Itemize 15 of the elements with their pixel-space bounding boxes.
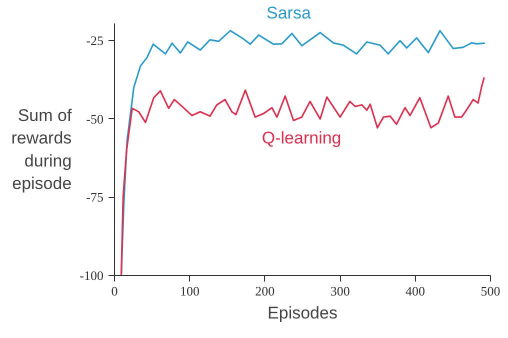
series-label: Sarsa [266, 4, 312, 22]
y-tick-label: -100 [80, 268, 104, 283]
x-tick-label: 200 [255, 284, 275, 298]
series-label: Q-learning [262, 128, 342, 148]
x-tick-label: 100 [180, 284, 200, 298]
x-tick-label: 400 [406, 284, 426, 298]
y-axis-title: Sum of rewards during episode [11, 106, 72, 194]
x-tick-label: 500 [480, 284, 500, 298]
x-axis-title: Episodes [268, 304, 338, 322]
x-tick-label: 300 [330, 284, 350, 298]
y-tick-label: -25 [86, 33, 104, 48]
y-tick-label: -75 [86, 190, 104, 205]
line-series [120, 76, 485, 276]
x-tick-label: 0 [111, 284, 118, 298]
y-tick-label: -50 [86, 111, 104, 126]
